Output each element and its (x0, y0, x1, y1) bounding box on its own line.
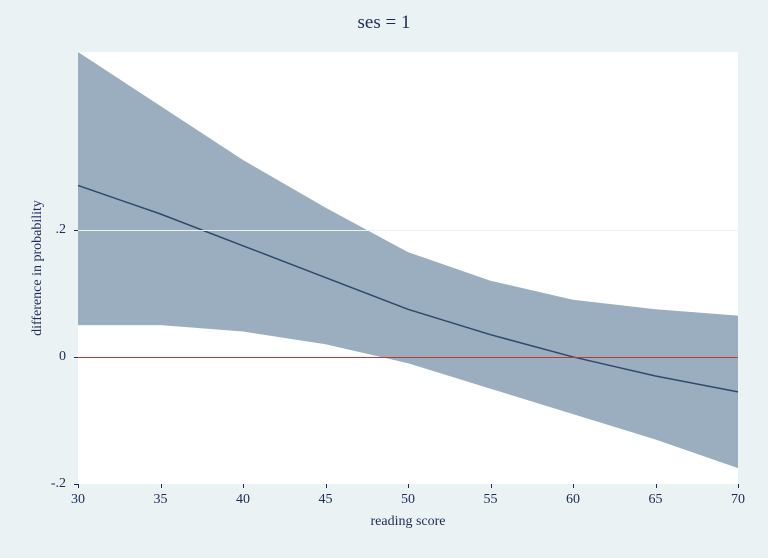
x-tick-label: 60 (566, 492, 580, 508)
data-layer (78, 52, 738, 484)
x-tick-label: 35 (154, 492, 168, 508)
x-tick-label: 55 (484, 492, 498, 508)
x-tick-mark (243, 484, 244, 488)
x-tick-mark (656, 484, 657, 488)
zero-reference-line (78, 357, 738, 359)
x-tick-label: 45 (319, 492, 333, 508)
x-tick-label: 70 (731, 492, 745, 508)
x-tick-mark (78, 484, 79, 488)
x-tick-mark (573, 484, 574, 488)
chart-title: ses = 1 (0, 12, 768, 34)
x-tick-label: 65 (649, 492, 663, 508)
y-tick-mark (74, 230, 78, 231)
y-tick-label: .2 (56, 222, 67, 238)
confidence-band (78, 52, 738, 468)
plot-area: -.20.2303540455055606570 (78, 52, 738, 484)
y-tick-label: 0 (59, 349, 66, 365)
x-tick-mark (408, 484, 409, 488)
gridline (78, 230, 738, 231)
x-tick-label: 50 (401, 492, 415, 508)
x-axis-label: reading score (370, 514, 445, 530)
x-tick-mark (326, 484, 327, 488)
x-tick-label: 30 (71, 492, 85, 508)
x-tick-mark (161, 484, 162, 488)
x-tick-label: 40 (236, 492, 250, 508)
y-tick-label: -.2 (51, 476, 66, 492)
y-axis-label: difference in probability (30, 200, 46, 336)
x-tick-mark (491, 484, 492, 488)
chart-container: ses = 1 -.20.2303540455055606570 differe… (0, 0, 768, 558)
x-tick-mark (738, 484, 739, 488)
